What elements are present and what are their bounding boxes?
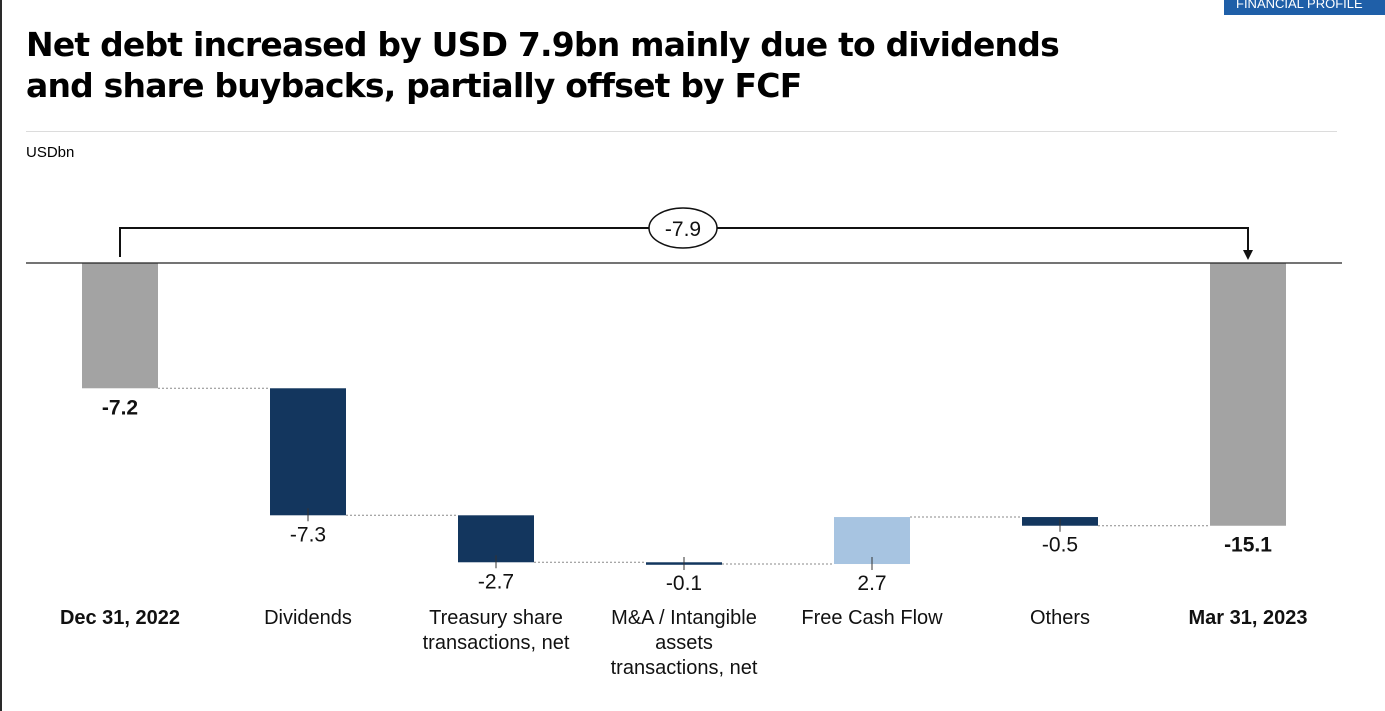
- value-label: -15.1: [1224, 534, 1272, 557]
- bar-7: [1210, 263, 1286, 526]
- value-label: 2.7: [857, 572, 886, 595]
- change-label: -7.9: [665, 218, 701, 241]
- chart-title: Net debt increased by USD 7.9bn mainly d…: [26, 24, 1226, 106]
- title-line-1: Net debt increased by USD 7.9bn mainly d…: [26, 25, 1060, 64]
- bar-3: [458, 515, 534, 563]
- section-badge: FINANCIAL PROFILE: [1224, 0, 1385, 15]
- category-label: Dividends: [264, 607, 352, 629]
- category-label: Treasury share: [429, 607, 563, 629]
- category-label: M&A / Intangible: [611, 607, 757, 629]
- bar-5: [834, 517, 910, 565]
- change-arrowhead: [1243, 250, 1253, 260]
- bar-2: [270, 388, 346, 516]
- value-label: -7.2: [102, 396, 138, 419]
- category-label: Mar 31, 2023: [1189, 607, 1308, 629]
- category-label: transactions, net: [611, 657, 758, 679]
- value-label: -0.5: [1042, 534, 1078, 557]
- value-label: -2.7: [478, 570, 514, 593]
- category-label: assets: [655, 632, 713, 654]
- category-label: transactions, net: [423, 632, 570, 654]
- value-label: -7.3: [290, 523, 326, 546]
- bar-1: [82, 263, 158, 389]
- value-label: -0.1: [666, 572, 702, 595]
- category-label: Free Cash Flow: [801, 607, 943, 629]
- change-ellipse: [648, 207, 718, 249]
- title-divider: [26, 131, 1337, 132]
- window-left-edge: [0, 0, 2, 711]
- category-label: Dec 31, 2022: [60, 607, 180, 629]
- category-label: Others: [1030, 607, 1090, 629]
- title-line-2: and share buybacks, partially offset by …: [26, 66, 802, 105]
- unit-label: USDbn: [26, 144, 75, 161]
